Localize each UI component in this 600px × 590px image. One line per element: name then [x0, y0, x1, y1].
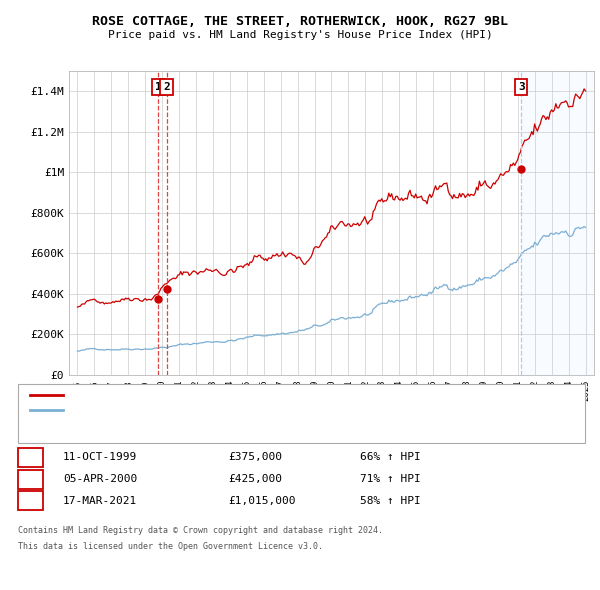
- Text: 17-MAR-2021: 17-MAR-2021: [63, 496, 137, 506]
- Text: Price paid vs. HM Land Registry's House Price Index (HPI): Price paid vs. HM Land Registry's House …: [107, 30, 493, 40]
- Text: 58% ↑ HPI: 58% ↑ HPI: [360, 496, 421, 506]
- Text: ROSE COTTAGE, THE STREET, ROTHERWICK, HOOK, RG27 9BL: ROSE COTTAGE, THE STREET, ROTHERWICK, HO…: [92, 15, 508, 28]
- Bar: [521, 71, 594, 375]
- Text: HPI: Average price, detached house, Hart: HPI: Average price, detached house, Hart: [69, 405, 304, 415]
- Text: Contains HM Land Registry data © Crown copyright and database right 2024.: Contains HM Land Registry data © Crown c…: [18, 526, 383, 535]
- Text: £375,000: £375,000: [228, 453, 282, 462]
- Text: 1: 1: [27, 453, 34, 462]
- Text: 2: 2: [163, 82, 170, 92]
- Text: 3: 3: [518, 82, 525, 92]
- Text: 2: 2: [27, 474, 34, 484]
- Text: ROSE COTTAGE, THE STREET, ROTHERWICK, HOOK, RG27 9BL (detached house): ROSE COTTAGE, THE STREET, ROTHERWICK, HO…: [69, 391, 475, 400]
- Text: 66% ↑ HPI: 66% ↑ HPI: [360, 453, 421, 462]
- Text: This data is licensed under the Open Government Licence v3.0.: This data is licensed under the Open Gov…: [18, 542, 323, 550]
- Text: 71% ↑ HPI: 71% ↑ HPI: [360, 474, 421, 484]
- Text: £1,015,000: £1,015,000: [228, 496, 296, 506]
- Text: 05-APR-2000: 05-APR-2000: [63, 474, 137, 484]
- Text: 1: 1: [155, 82, 162, 92]
- Text: £425,000: £425,000: [228, 474, 282, 484]
- Text: 3: 3: [27, 496, 34, 506]
- Text: 11-OCT-1999: 11-OCT-1999: [63, 453, 137, 462]
